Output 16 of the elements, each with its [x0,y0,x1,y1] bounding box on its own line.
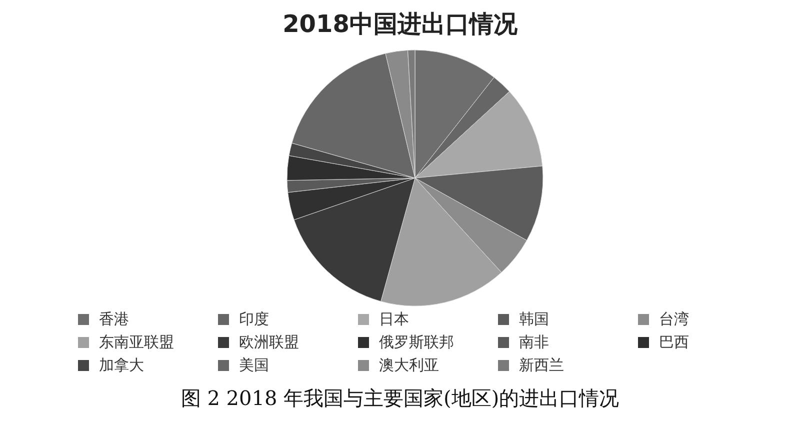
legend-label: 香港 [99,310,129,329]
legend-label: 美国 [239,356,269,375]
legend-label: 巴西 [659,333,689,352]
legend-label: 东南亚联盟 [99,333,174,352]
caption: 图 2 2018 年我国与主要国家(地区)的进出口情况 [180,385,620,412]
legend-label: 台湾 [659,310,689,329]
legend-label: 俄罗斯联邦 [379,333,454,352]
legend-label: 澳大利亚 [379,356,439,375]
legend-label: 日本 [379,310,409,329]
legend-label: 印度 [239,310,269,329]
chart-title: 2018中国进出口情况 [282,9,518,40]
legend-label: 南非 [519,333,549,352]
legend-label: 欧洲联盟 [239,333,299,352]
legend-label: 韩国 [519,310,549,329]
legend-label: 加拿大 [99,356,144,375]
legend-label: 新西兰 [519,356,564,375]
